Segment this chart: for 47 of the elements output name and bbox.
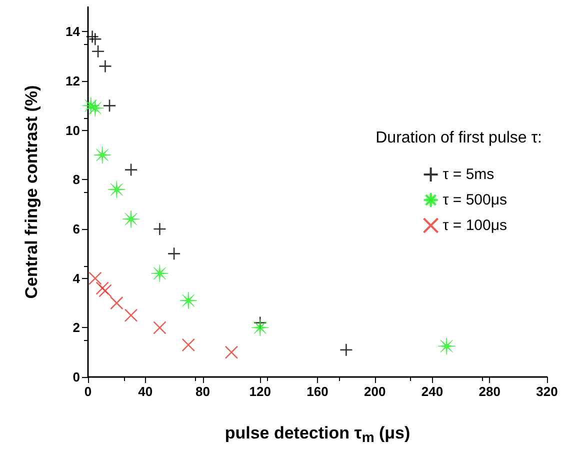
- y-tick-label: 6: [72, 222, 80, 236]
- x-tick-label: 240: [421, 384, 444, 399]
- x-tick-label: 40: [138, 384, 153, 399]
- legend-label: τ = 100μs: [442, 217, 508, 234]
- x-tick-label: 200: [364, 384, 386, 399]
- point: [96, 282, 109, 295]
- point: [98, 284, 112, 298]
- point: [88, 272, 102, 285]
- x-tick-label: 320: [536, 384, 558, 399]
- x-tick-label: 0: [84, 384, 92, 399]
- point: [167, 247, 181, 260]
- x-tick-label: 80: [196, 384, 210, 399]
- point: [153, 222, 166, 236]
- point: [94, 146, 112, 164]
- x-tick-label: 160: [306, 384, 328, 399]
- point: [98, 60, 112, 73]
- point: [153, 321, 166, 334]
- y-tick-label: 14: [66, 24, 81, 40]
- legend-label: τ = 500μs: [442, 192, 508, 208]
- point: [102, 99, 116, 112]
- point: [91, 44, 105, 58]
- y-tick-label: 8: [72, 172, 80, 188]
- point: [182, 338, 196, 352]
- y-tick-label: 12: [66, 74, 80, 88]
- y-tick-label: 0: [72, 370, 80, 384]
- point: [251, 318, 269, 336]
- x-tick-label: 120: [249, 384, 271, 399]
- legend-title: Duration of first pulse τ:: [376, 130, 542, 146]
- point: [108, 180, 126, 198]
- point: [150, 264, 168, 282]
- point: [340, 343, 353, 357]
- y-axis-title: Central fringe contrast (%): [22, 85, 41, 299]
- point: [86, 99, 104, 117]
- point: [124, 308, 138, 322]
- point: [438, 337, 456, 355]
- y-tick-label: 10: [66, 122, 80, 138]
- legend-label: τ = 5ms: [442, 166, 494, 183]
- x-tick-label: 280: [478, 384, 500, 399]
- point: [86, 30, 99, 44]
- point: [110, 296, 124, 310]
- point: [224, 346, 238, 359]
- y-tick-label: 4: [72, 270, 81, 286]
- point: [122, 210, 140, 228]
- point: [180, 292, 198, 310]
- point: [124, 163, 138, 176]
- point: [88, 32, 102, 46]
- y-tick-label: 2: [72, 320, 80, 336]
